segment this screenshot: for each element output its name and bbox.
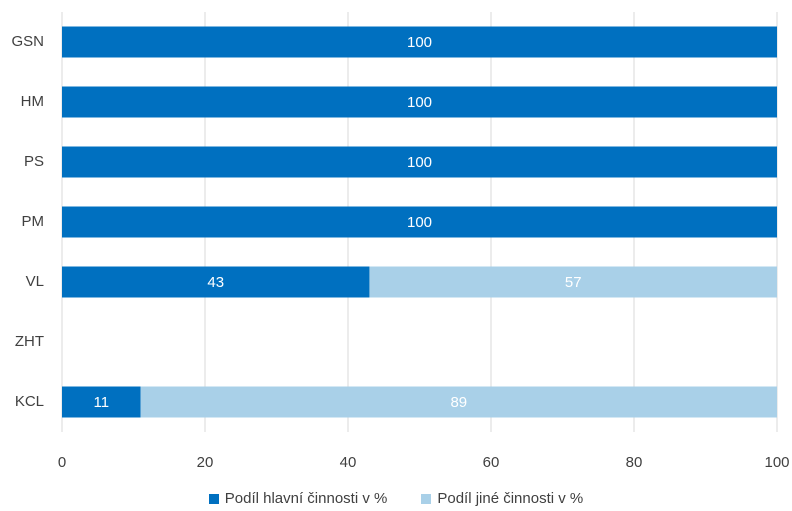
data-label: 57	[565, 274, 582, 291]
data-label: 89	[450, 394, 467, 411]
data-label: 100	[407, 94, 432, 111]
legend-item-main: Podíl hlavní činnosti v %	[208, 490, 388, 507]
data-label: 43	[207, 274, 224, 291]
category-label: ZHT	[15, 333, 44, 350]
x-tick-label: 100	[764, 454, 789, 471]
bar-segment	[62, 86, 777, 118]
category-label: PS	[24, 153, 44, 170]
x-tick-labels: 0 20 40 60 80 100	[58, 454, 790, 471]
category-label: KCL	[15, 393, 44, 410]
category-label: PM	[22, 213, 45, 230]
x-tick-label: 40	[340, 454, 357, 471]
category-label: VL	[26, 273, 44, 290]
data-label: 11	[94, 394, 110, 411]
legend: Podíl hlavní činnosti v % Podíl jiné čin…	[0, 490, 792, 507]
x-tick-label: 60	[483, 454, 500, 471]
category-labels: GSN HM PS PM VL ZHT KCL	[11, 33, 44, 410]
category-label: GSN	[11, 33, 44, 50]
bar-segment	[140, 386, 777, 418]
bar-segment	[62, 146, 777, 178]
legend-item-other: Podíl jiné činnosti v %	[421, 490, 583, 507]
bar-segment	[62, 266, 370, 298]
x-tick-label: 80	[626, 454, 643, 471]
legend-swatch-other	[421, 493, 432, 504]
x-tick-label: 20	[197, 454, 214, 471]
data-label: 100	[407, 214, 432, 231]
bars: 100 100 100 100 43 57 11 89	[62, 26, 777, 418]
data-label: 100	[407, 34, 432, 51]
bar-segment	[62, 206, 777, 238]
bar-segment	[369, 266, 777, 298]
legend-label-main: Podíl hlavní činnosti v %	[224, 490, 388, 507]
bar-segment	[62, 386, 141, 418]
category-label: HM	[21, 93, 44, 110]
legend-label-other: Podíl jiné činnosti v %	[437, 490, 584, 507]
data-label: 100	[407, 154, 432, 171]
bar-segment	[62, 26, 777, 58]
legend-swatch-main	[208, 493, 219, 504]
x-tick-label: 0	[58, 454, 66, 471]
